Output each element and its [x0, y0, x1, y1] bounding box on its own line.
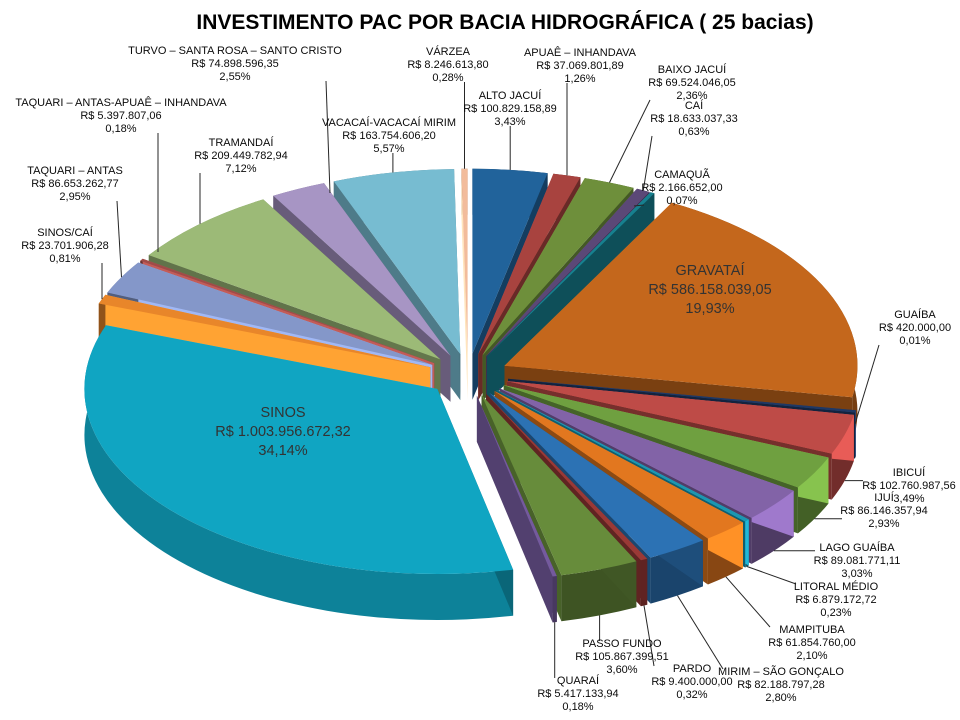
leader-line	[609, 99, 651, 183]
leader-line	[725, 576, 771, 628]
pie-slice	[461, 168, 468, 400]
leader-line	[633, 204, 645, 207]
leader-line	[854, 344, 880, 425]
leader-line	[642, 135, 653, 191]
pie-slice	[84, 325, 514, 621]
leader-line	[677, 595, 724, 670]
leader-line	[116, 200, 122, 278]
chart-title: INVESTIMENTO PAC POR BACIA HIDROGRÁFICA …	[196, 11, 814, 34]
pie-slice	[476, 395, 557, 623]
leader-line	[746, 566, 797, 585]
leader-line	[325, 80, 331, 194]
leader-line	[643, 605, 655, 667]
